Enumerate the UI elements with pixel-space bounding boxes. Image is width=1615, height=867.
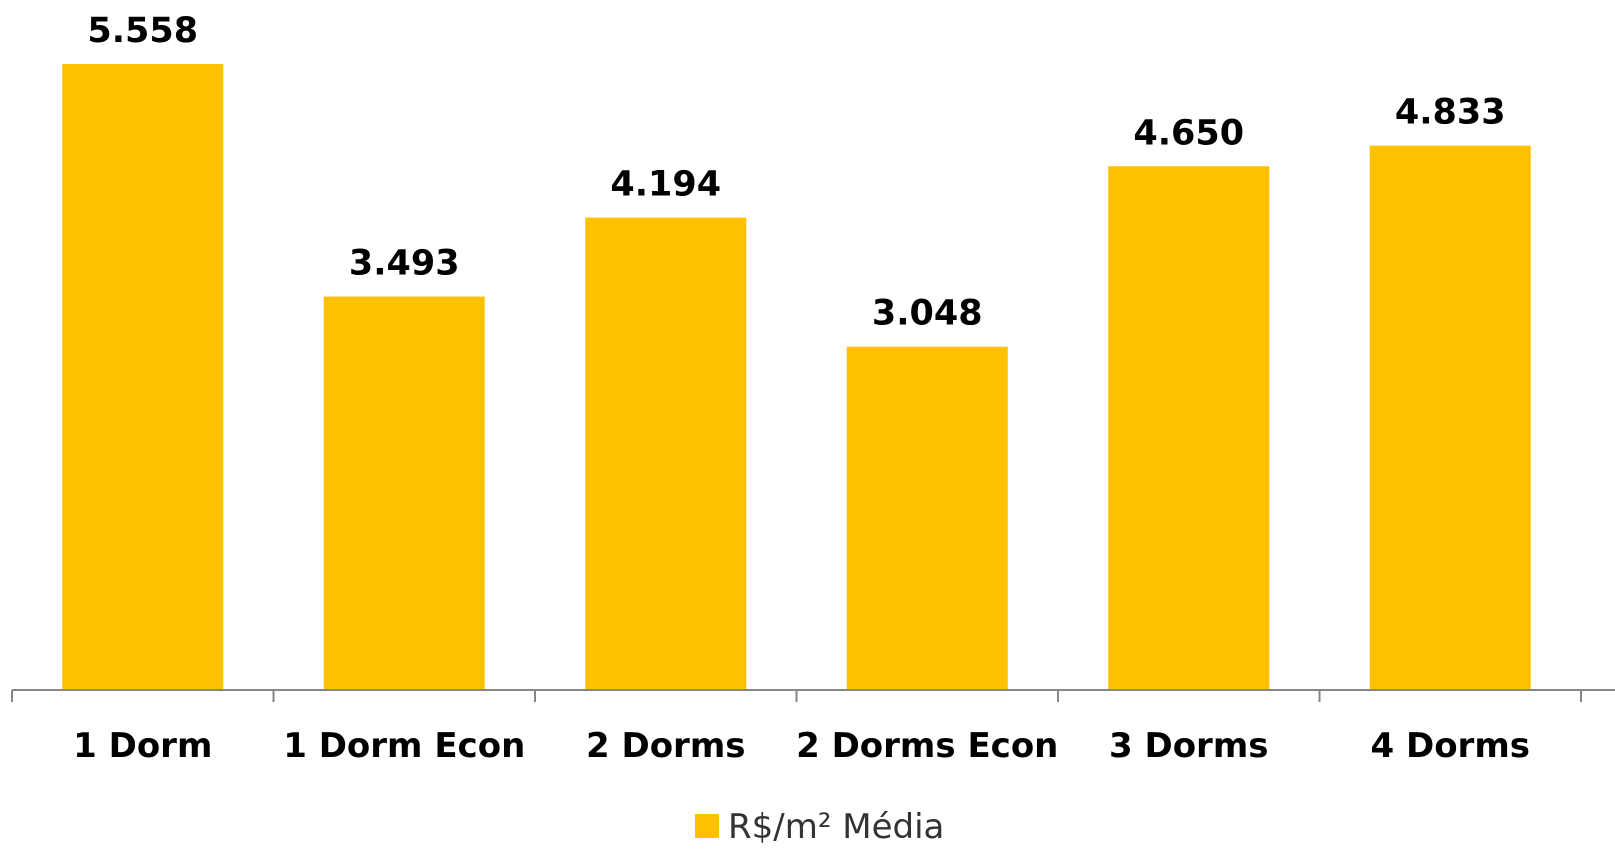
category-label: 2 Dorms Econ bbox=[796, 726, 1058, 766]
data-label: 3.493 bbox=[349, 244, 460, 284]
bars-group bbox=[62, 64, 1531, 691]
bar-1-dorm bbox=[62, 64, 224, 690]
data-label: 4.650 bbox=[1133, 113, 1244, 153]
x-axis-ticks-group bbox=[11, 690, 1582, 702]
category-label: 4 Dorms bbox=[1370, 726, 1530, 766]
value-labels-group: 5.558 3.493 4.194 3.048 4.650 4.833 bbox=[87, 11, 1505, 334]
category-label: 3 Dorms bbox=[1109, 726, 1269, 766]
legend: R$/m² Média bbox=[695, 807, 944, 847]
legend-label: R$/m² Média bbox=[728, 807, 944, 847]
category-label: 1 Dorm bbox=[73, 726, 212, 766]
bar-1-dorm-econ bbox=[323, 296, 485, 690]
bar-4-dorms bbox=[1369, 145, 1531, 690]
category-label: 2 Dorms bbox=[586, 726, 746, 766]
legend-swatch bbox=[695, 814, 719, 838]
bar-2-dorms-econ bbox=[846, 346, 1008, 690]
data-label: 5.558 bbox=[87, 11, 198, 51]
bar-2-dorms bbox=[585, 217, 747, 690]
data-label: 4.194 bbox=[610, 165, 721, 205]
data-label: 3.048 bbox=[872, 294, 983, 334]
category-label: 1 Dorm Econ bbox=[283, 726, 525, 766]
data-label: 4.833 bbox=[1395, 93, 1506, 133]
category-labels-group: 1 Dorm 1 Dorm Econ 2 Dorms 2 Dorms Econ 3 Do… bbox=[73, 726, 1530, 766]
bar-3-dorms bbox=[1108, 166, 1270, 691]
